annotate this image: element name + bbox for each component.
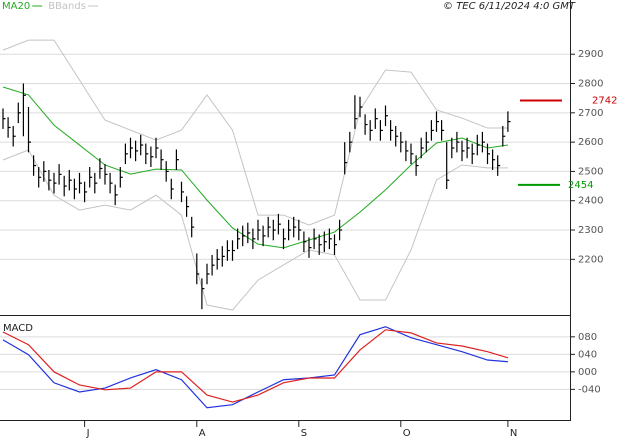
- y-tick-label: -040: [578, 384, 601, 395]
- indicator-line: [2, 86, 508, 249]
- indicator-line: [2, 149, 508, 311]
- y-tick-label: 2700: [578, 108, 603, 119]
- series-line: [2, 329, 509, 403]
- y-tick-label: 2400: [578, 196, 603, 207]
- y-tick-label: 2800: [578, 79, 603, 90]
- legend-label: MA20: [2, 1, 30, 12]
- y-tick-label: 040: [578, 349, 597, 360]
- x-tick-label: N: [510, 428, 517, 439]
- y-tick-label: 2200: [578, 254, 603, 265]
- x-tick-label: O: [403, 428, 411, 439]
- y-tick-label: 2900: [578, 49, 603, 60]
- level-label: 2454: [568, 180, 593, 191]
- x-tick-label: S: [301, 428, 307, 439]
- x-tick-label: A: [199, 428, 206, 439]
- legend-label: BBands: [48, 1, 86, 12]
- source: © TEC 6/11/2024 4:0 GMT: [443, 1, 576, 12]
- indicator-line: [2, 39, 508, 226]
- level-label: 2742: [592, 96, 617, 107]
- y-tick-label: 080: [578, 332, 597, 343]
- y-tick-label: 2300: [578, 225, 603, 236]
- y-tick-label: 2500: [578, 166, 603, 177]
- x-tick-label: J: [86, 428, 90, 439]
- y-tick-label: 2600: [578, 137, 603, 148]
- series-line: [2, 326, 508, 409]
- macd-title: MACD: [3, 323, 33, 334]
- y-tick-label: 000: [578, 367, 597, 378]
